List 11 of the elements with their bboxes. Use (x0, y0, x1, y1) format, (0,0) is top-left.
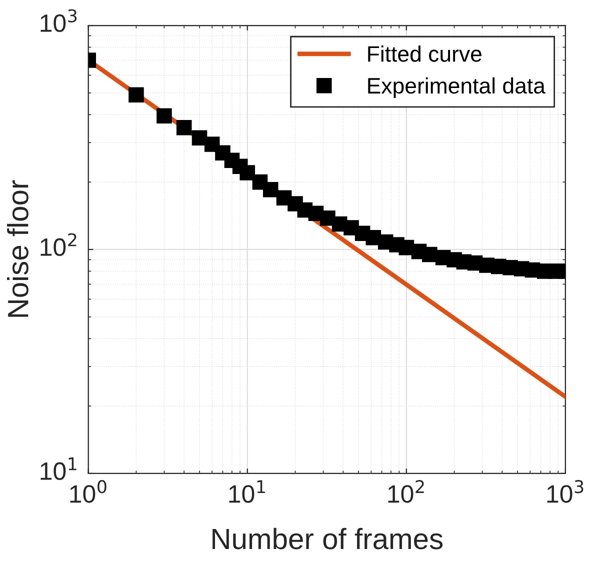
y-tick-label: 10$^{3}$ (40, 9, 77, 32)
legend-label: Fitted curve (368, 46, 482, 62)
x-tick-label: 10$^{2}$ (388, 480, 424, 503)
y-axis-title: Noise floor (7, 180, 28, 317)
legend-label: Experimental data (368, 77, 546, 98)
y-tick-label: 10$^{2}$ (40, 233, 76, 256)
y-tick-label: 10$^{1}$ (40, 457, 76, 480)
x-tick-label: 10$^{1}$ (229, 480, 265, 503)
x-tick-label: 10$^{0}$ (70, 480, 106, 503)
x-tick-label: 10$^{3}$ (547, 480, 584, 503)
x-axis-title: Number of frames (212, 528, 443, 550)
